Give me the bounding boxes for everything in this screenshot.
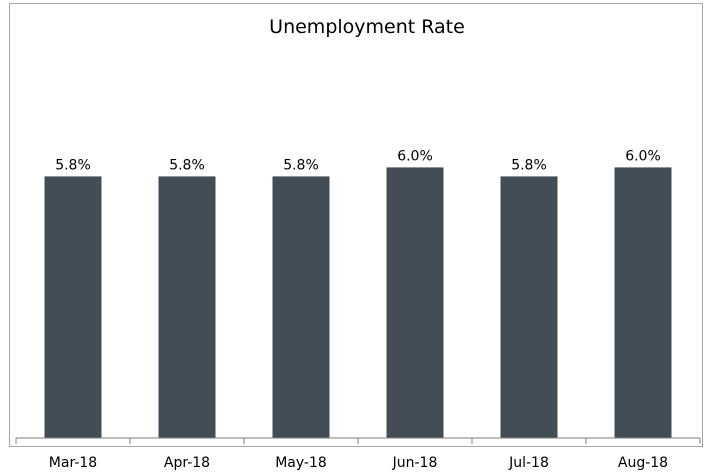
data-label: 5.8% (169, 157, 205, 173)
x-tick-label: Jul-18 (508, 455, 549, 471)
data-label: 6.0% (625, 148, 661, 164)
bar-may-18 (272, 176, 330, 438)
x-axis: Mar-18 Apr-18 May-18 Jun-18 Jul-18 Aug-18 (15, 437, 701, 471)
bar-apr-18 (158, 176, 216, 438)
x-tick-label: Aug-18 (618, 455, 668, 471)
data-labels-group: 5.8% 5.8% 5.8% 6.0% 5.8% 6.0% (55, 148, 661, 173)
bar-mar-18 (44, 176, 102, 438)
bar-jul-18 (500, 176, 558, 438)
bar-aug-18 (614, 167, 672, 438)
data-label: 5.8% (511, 157, 547, 173)
chart-area (9, 3, 703, 447)
data-label: 5.8% (55, 157, 91, 173)
data-label: 6.0% (397, 148, 433, 164)
data-label: 5.8% (283, 157, 319, 173)
x-tick-label: Mar-18 (49, 455, 97, 471)
x-tick-label: Jun-18 (392, 455, 438, 471)
x-tick-label: Apr-18 (164, 455, 210, 471)
bars-group (44, 167, 672, 438)
x-tick-label: May-18 (275, 455, 327, 471)
chart-title: Unemployment Rate (269, 16, 465, 38)
bar-jun-18 (386, 167, 444, 438)
